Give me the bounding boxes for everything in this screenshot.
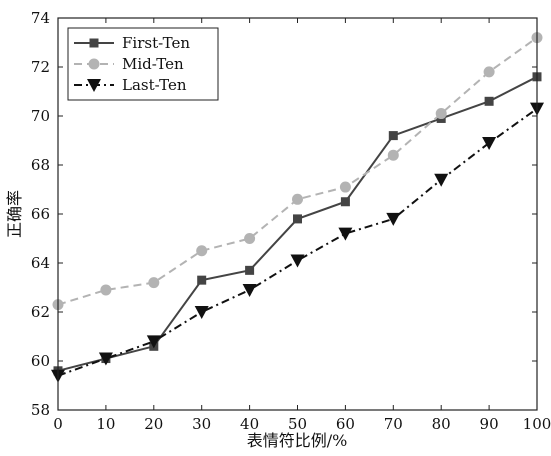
legend-entry-last-ten: Last-Ten (74, 76, 187, 94)
data-point-last-ten (482, 136, 497, 150)
data-point-first-ten (340, 197, 350, 207)
legend-label-mid-ten: Mid-Ten (122, 55, 184, 73)
series-line-last-ten (57, 107, 538, 377)
x-tick-label: 90 (480, 415, 499, 433)
x-tick-label: 10 (96, 415, 115, 433)
legend-label-last-ten: Last-Ten (122, 76, 187, 94)
data-point-mid-ten (292, 193, 303, 205)
data-point-first-ten (484, 96, 494, 106)
data-point-mid-ten (387, 149, 399, 161)
data-point-mid-ten (339, 181, 351, 193)
y-tick-label: 60 (31, 352, 50, 370)
data-point-last-ten (146, 335, 161, 349)
y-tick-label: 64 (31, 254, 50, 272)
y-tick-label: 66 (31, 205, 50, 223)
data-point-last-ten (338, 227, 353, 241)
series-mid-ten (52, 32, 543, 311)
data-point-last-ten (98, 352, 113, 366)
legend-marker-mid-ten (88, 58, 100, 70)
x-axis: 0 10 20 30 40 50 60 70 80 90 100 (53, 18, 551, 433)
x-axis-label: 表情符比例/% (247, 431, 348, 450)
y-tick-label: 58 (31, 401, 50, 419)
y-tick-label: 62 (31, 303, 50, 321)
x-tick-label: 60 (336, 415, 355, 433)
data-point-first-ten (388, 131, 398, 141)
y-tick-label: 74 (31, 9, 50, 27)
series-line-first-ten (57, 75, 538, 372)
legend: First-Ten Mid-Ten Last-Ten (67, 27, 219, 101)
y-axis: 58 60 62 64 66 68 70 72 74 (31, 9, 537, 419)
x-tick-label: 0 (53, 415, 63, 433)
data-point-first-ten (245, 265, 255, 275)
data-point-last-ten (386, 212, 401, 226)
chart-marks-layer (51, 32, 544, 383)
x-tick-label: 100 (523, 415, 551, 433)
series-last-ten (51, 102, 544, 383)
data-point-last-ten (242, 283, 257, 297)
data-point-first-ten (197, 275, 207, 285)
legend-entry-first-ten: First-Ten (74, 34, 190, 52)
x-tick-label: 30 (192, 415, 211, 433)
data-point-mid-ten (196, 245, 208, 257)
data-point-last-ten (194, 306, 209, 319)
legend-marker-last-ten (87, 79, 101, 92)
y-axis-label: 正确率 (5, 190, 24, 238)
y-tick-label: 72 (31, 58, 50, 76)
data-point-first-ten (293, 214, 302, 224)
data-point-mid-ten (483, 66, 495, 78)
x-tick-label: 50 (288, 415, 307, 433)
legend-marker-first-ten (89, 38, 99, 48)
data-point-mid-ten (100, 284, 112, 296)
y-tick-label: 70 (31, 107, 50, 125)
data-point-mid-ten (435, 108, 447, 120)
data-point-last-ten (290, 254, 305, 268)
data-point-mid-ten (244, 233, 256, 244)
x-tick-label: 80 (432, 415, 451, 433)
y-tick-label: 68 (31, 156, 50, 174)
legend-label-first-ten: First-Ten (122, 34, 190, 52)
data-point-last-ten (434, 173, 449, 187)
data-point-mid-ten (148, 277, 160, 289)
x-tick-label: 70 (384, 415, 403, 433)
legend-entry-mid-ten: Mid-Ten (74, 55, 184, 73)
series-first-ten (53, 72, 542, 376)
x-tick-label: 40 (240, 415, 259, 433)
x-tick-label: 20 (144, 415, 163, 433)
